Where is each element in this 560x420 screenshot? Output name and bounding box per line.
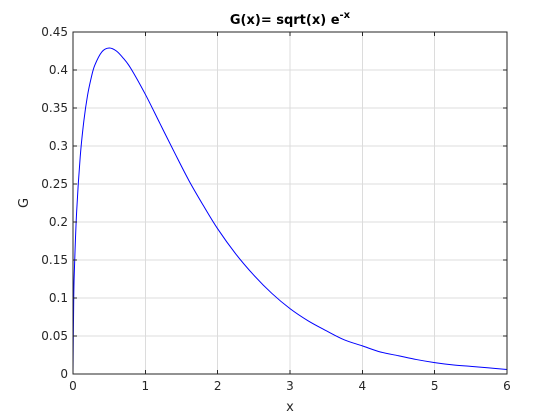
x-tick-label: 0 (69, 379, 77, 393)
chart-title: G(x)= sqrt(x) e-x (230, 10, 351, 28)
y-tick-label: 0.25 (41, 177, 68, 191)
x-tick-label: 4 (359, 379, 367, 393)
y-tick-label: 0.05 (41, 329, 68, 343)
y-tick-label: 0.3 (49, 139, 68, 153)
chart-title-superscript: -x (340, 10, 351, 21)
y-tick-label: 0.35 (41, 101, 68, 115)
x-tick-label: 1 (142, 379, 150, 393)
y-tick-label: 0.45 (41, 25, 68, 39)
y-tick-label: 0.2 (49, 215, 68, 229)
series-line (72, 47, 508, 375)
x-tick-label: 5 (431, 379, 439, 393)
chart-title-main: G(x)= sqrt(x) e (230, 13, 340, 28)
x-tick-label: 3 (286, 379, 294, 393)
y-tick-label: 0 (60, 367, 68, 381)
y-tick-label: 0.4 (49, 63, 68, 77)
y-axis-label: G (17, 198, 32, 208)
x-tick-label: 2 (214, 379, 222, 393)
x-axis-label: x (286, 400, 294, 415)
y-tick-label: 0.15 (41, 253, 68, 267)
grid (72, 31, 508, 375)
x-tick-label: 6 (503, 379, 511, 393)
y-tick-label: 0.1 (49, 291, 68, 305)
series-layer (72, 47, 508, 375)
ticks: 0 1 2 3 4 5 6 0 0.05 0.1 0.15 0.2 0.25 0.3 0.35 0.4 0.45 (41, 25, 511, 393)
